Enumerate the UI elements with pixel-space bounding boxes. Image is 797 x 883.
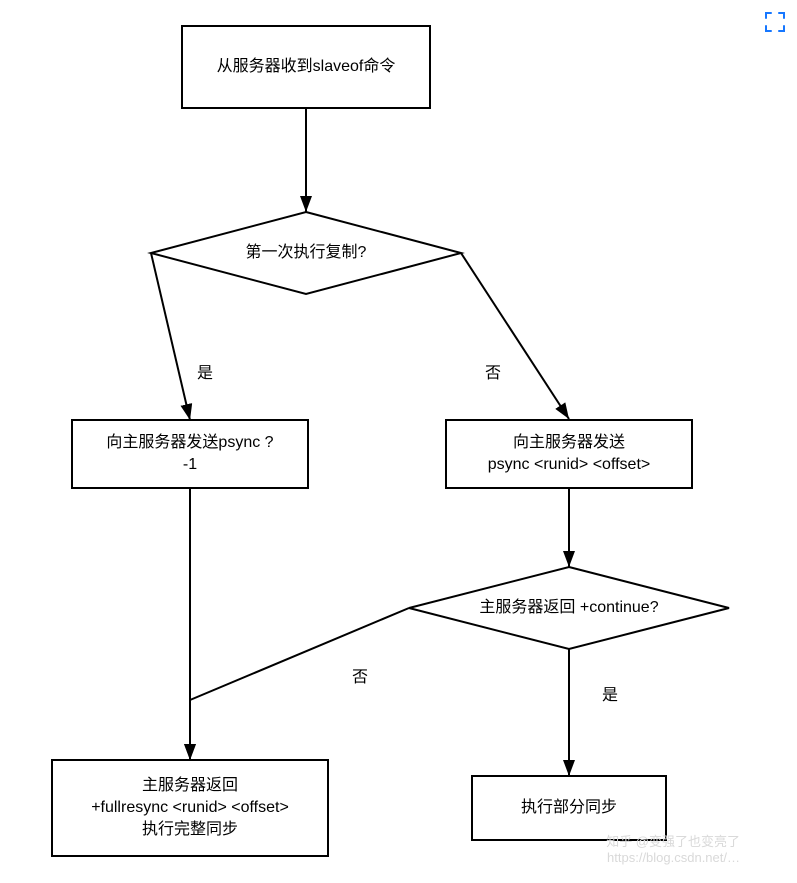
watermark: 知乎 @变强了也变亮了 xyxy=(606,834,740,849)
node-n1: 从服务器收到slaveof命令 xyxy=(182,26,430,108)
edge-label-d2-n5: 是 xyxy=(602,687,618,704)
watermark-2: https://blog.csdn.net/… xyxy=(607,850,740,865)
node-n5-line0: 执行部分同步 xyxy=(521,798,617,816)
node-n3-line0: 向主服务器发送 xyxy=(513,433,625,451)
edge-d1-n2 xyxy=(151,253,190,420)
node-n4-line0: 主服务器返回 xyxy=(142,776,238,794)
node-n2-line0: 向主服务器发送psync ? xyxy=(106,433,273,451)
node-n3: 向主服务器发送 psync <runid> <offset> xyxy=(446,420,692,488)
node-d1-line0: 第一次执行复制? xyxy=(246,243,367,261)
node-n4-line1: +fullresync <runid> <offset> xyxy=(91,799,289,816)
node-d1: 第一次执行复制? xyxy=(151,212,461,294)
edge-d2-n4 xyxy=(190,608,409,760)
edge-label-d1-n3: 否 xyxy=(485,365,501,382)
node-n5: 执行部分同步 xyxy=(472,776,666,840)
node-n1-line0: 从服务器收到slaveof命令 xyxy=(217,57,396,75)
node-n3-line1: psync <runid> <offset> xyxy=(488,456,650,473)
node-d2-line0: 主服务器返回 +continue? xyxy=(479,598,658,616)
node-n2: 向主服务器发送psync ? -1 xyxy=(72,420,308,488)
node-d2: 主服务器返回 +continue? xyxy=(409,567,729,649)
node-n4: 主服务器返回 +fullresync <runid> <offset> 执行完整同步 xyxy=(52,760,328,856)
node-n4-line2: 执行完整同步 xyxy=(142,820,238,838)
edge-label-d2-n4: 否 xyxy=(352,669,368,686)
edge-d1-n3 xyxy=(461,253,569,419)
node-n2-line1: -1 xyxy=(183,456,197,473)
focus-icon[interactable] xyxy=(766,13,784,31)
edge-label-d1-n2: 是 xyxy=(197,365,213,382)
